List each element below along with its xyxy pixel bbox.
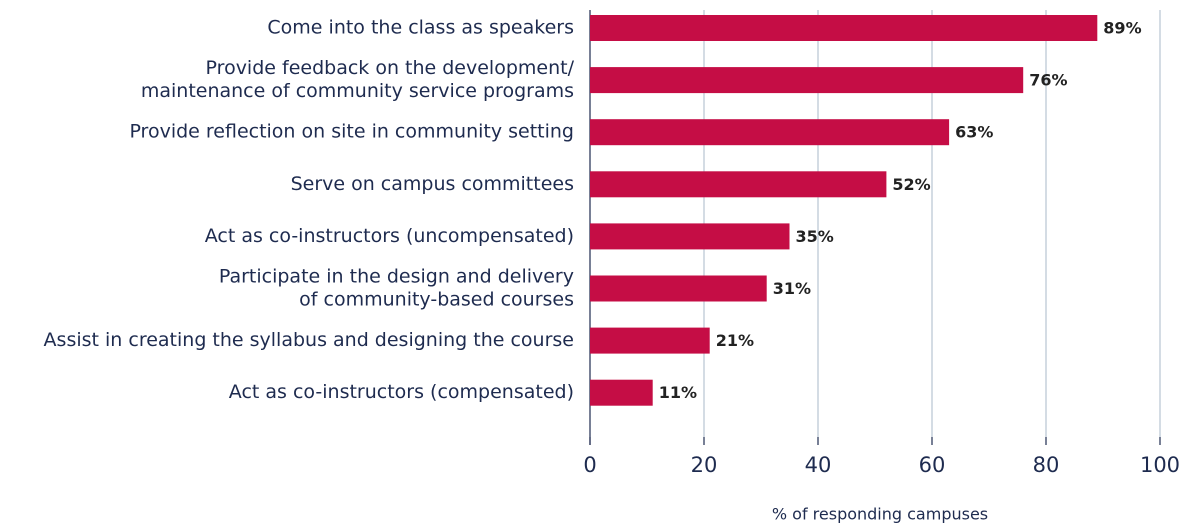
category-label: of community-based courses — [299, 289, 574, 311]
x-tick-label: 20 — [691, 453, 718, 477]
category-label: Act as co-instructors (uncompensated) — [205, 225, 574, 247]
bar — [590, 119, 950, 146]
value-label: 11% — [659, 383, 697, 402]
bar — [590, 223, 790, 250]
bar — [590, 379, 653, 406]
category-label: Provide reflection on site in community … — [129, 121, 574, 143]
x-tick-label: 80 — [1033, 453, 1060, 477]
bar — [590, 275, 767, 302]
value-label: 76% — [1029, 71, 1067, 90]
category-label: Participate in the design and delivery — [219, 266, 574, 288]
value-label: 63% — [955, 123, 993, 142]
bar — [590, 327, 710, 354]
x-tick-label: 40 — [805, 453, 832, 477]
value-label: 21% — [716, 331, 754, 350]
category-label: Act as co-instructors (compensated) — [229, 381, 574, 403]
bar — [590, 15, 1098, 41]
bar — [590, 67, 1024, 94]
value-label: 31% — [773, 279, 811, 298]
category-label: Assist in creating the syllabus and desi… — [44, 329, 574, 351]
value-label: 89% — [1103, 19, 1141, 38]
value-label: 52% — [892, 175, 930, 194]
category-label: Serve on campus committees — [291, 173, 574, 195]
value-label: 35% — [796, 227, 834, 246]
x-axis-label: % of responding campuses — [772, 505, 988, 524]
category-label: maintenance of community service program… — [141, 80, 574, 102]
category-label: Come into the class as speakers — [267, 17, 574, 39]
x-tick-label: 0 — [583, 453, 596, 477]
x-tick-label: 60 — [919, 453, 946, 477]
bar — [590, 171, 887, 198]
category-label: Provide feedback on the development/ — [206, 57, 575, 79]
x-tick-label: 100 — [1140, 453, 1180, 477]
